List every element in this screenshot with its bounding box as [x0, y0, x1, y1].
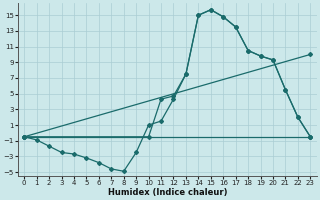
X-axis label: Humidex (Indice chaleur): Humidex (Indice chaleur)	[108, 188, 227, 197]
